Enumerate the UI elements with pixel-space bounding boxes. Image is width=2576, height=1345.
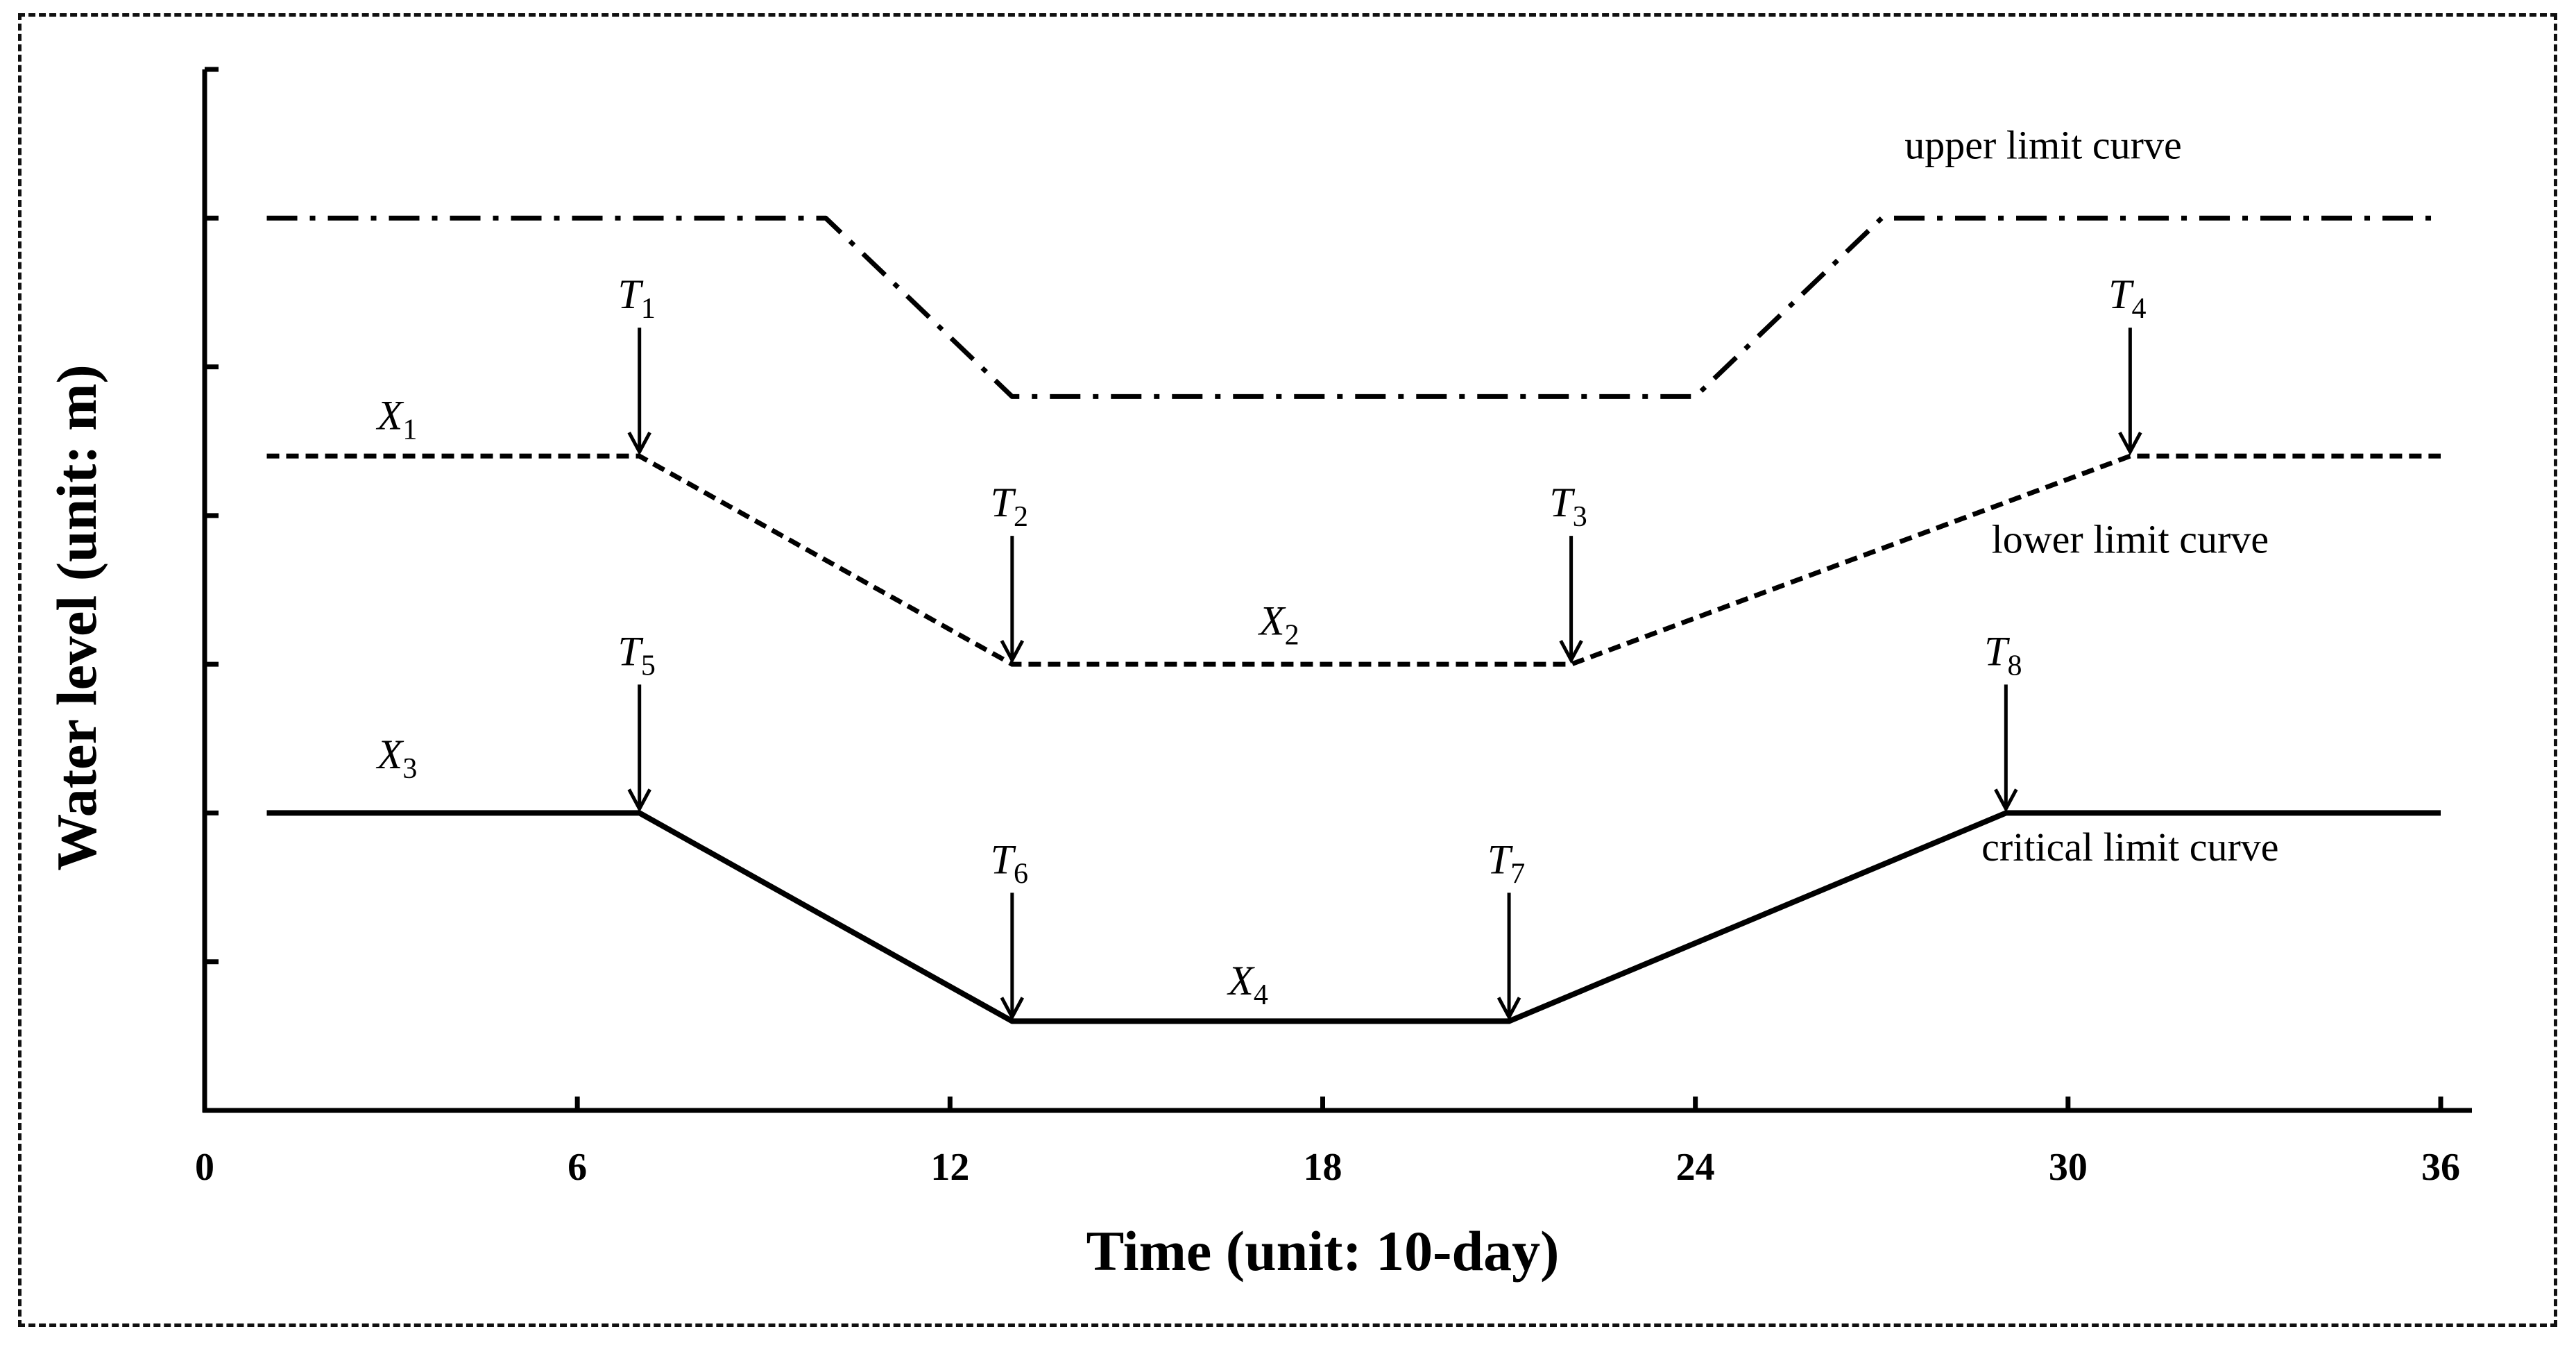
annotation-arrow-head <box>1559 639 1583 664</box>
curve-label: critical limit curve <box>1981 824 2278 870</box>
annotation-label: T8 <box>1984 628 2022 682</box>
annotation-main: T <box>1549 480 1575 525</box>
annotation-sub: 6 <box>1014 858 1028 890</box>
y-axis-title: Water level (unit: m) <box>45 364 108 870</box>
annotation-arrow-head <box>1496 997 1521 1021</box>
annotation-main: T <box>1487 836 1513 882</box>
annotation-sub: 5 <box>641 650 656 682</box>
curve-label: lower limit curve <box>1992 516 2269 561</box>
y-ticks <box>205 67 219 965</box>
annotation-main: T <box>991 480 1016 525</box>
annotation-arrow-head <box>2118 431 2142 456</box>
annotation-sub: 7 <box>1510 858 1525 890</box>
annotation-label: T5 <box>618 628 656 682</box>
x-tick-label: 0 <box>195 1146 214 1189</box>
annotation-sub: 1 <box>641 293 656 325</box>
annotation-arrow-head <box>1000 639 1025 664</box>
annotation-main: T <box>2108 271 2134 317</box>
annotation-label: X1 <box>376 393 418 446</box>
series-line-upper-limit-curve <box>266 215 2441 399</box>
annotation-sub: 1 <box>402 414 417 446</box>
curve-label-layer: upper limit curve lower limit curve critic… <box>1904 123 2278 870</box>
annotation-label: T2 <box>991 480 1028 533</box>
series-layer <box>266 215 2441 1024</box>
annotation-label: T6 <box>991 836 1028 890</box>
annotation-main: X <box>376 393 404 439</box>
annotation-sub: 8 <box>2007 650 2022 682</box>
annotation-main: T <box>618 271 644 317</box>
annotation-main: T <box>991 836 1016 882</box>
series-line-lower-limit-curve <box>266 453 2441 667</box>
x-tick-label: 36 <box>2421 1146 2460 1189</box>
annotation-arrow-head <box>627 431 651 456</box>
annotation-sub: 3 <box>402 753 417 785</box>
annotation-main: T <box>1984 628 2010 674</box>
x-tick-label: 6 <box>568 1146 587 1189</box>
annotation-sub: 2 <box>1285 619 1299 651</box>
annotation-arrow-head <box>627 788 651 813</box>
x-tick-label: 12 <box>930 1146 969 1189</box>
annotation-sub: 4 <box>1254 979 1268 1011</box>
annotation-label: X4 <box>1227 958 1268 1011</box>
x-axis-title: Time (unit: 10-day) <box>1086 1219 1560 1283</box>
annotation-label: X3 <box>376 731 418 785</box>
x-tick-label: 24 <box>1676 1146 1715 1189</box>
axes: 0 6 12 18 24 30 36 <box>195 67 2472 1189</box>
annotation-label: T1 <box>618 271 656 325</box>
curve-label: upper limit curve <box>1904 123 2181 168</box>
annotation-label: T7 <box>1487 836 1525 890</box>
annotation-arrow-head <box>1994 788 2018 813</box>
x-tick-label: 30 <box>2049 1146 2088 1189</box>
annotation-sub: 4 <box>2132 293 2147 325</box>
annotation-main: X <box>1227 958 1255 1004</box>
annotation-sub: 2 <box>1014 501 1028 533</box>
annotation-label: T4 <box>2108 271 2146 325</box>
series-line-critical-limit-curve <box>266 810 2441 1024</box>
annotation-main: T <box>618 628 644 674</box>
x-tick-label: 18 <box>1304 1146 1342 1189</box>
annotation-arrow-head <box>1000 997 1025 1021</box>
x-ticks: 0 6 12 18 24 30 36 <box>195 1097 2460 1189</box>
annotation-main: X <box>376 731 404 777</box>
annotation-label: X2 <box>1258 598 1299 651</box>
annotation-label: T3 <box>1549 480 1587 533</box>
annotation-sub: 3 <box>1573 501 1587 533</box>
annotation-main: X <box>1258 598 1286 643</box>
figure-border <box>18 13 2557 1327</box>
